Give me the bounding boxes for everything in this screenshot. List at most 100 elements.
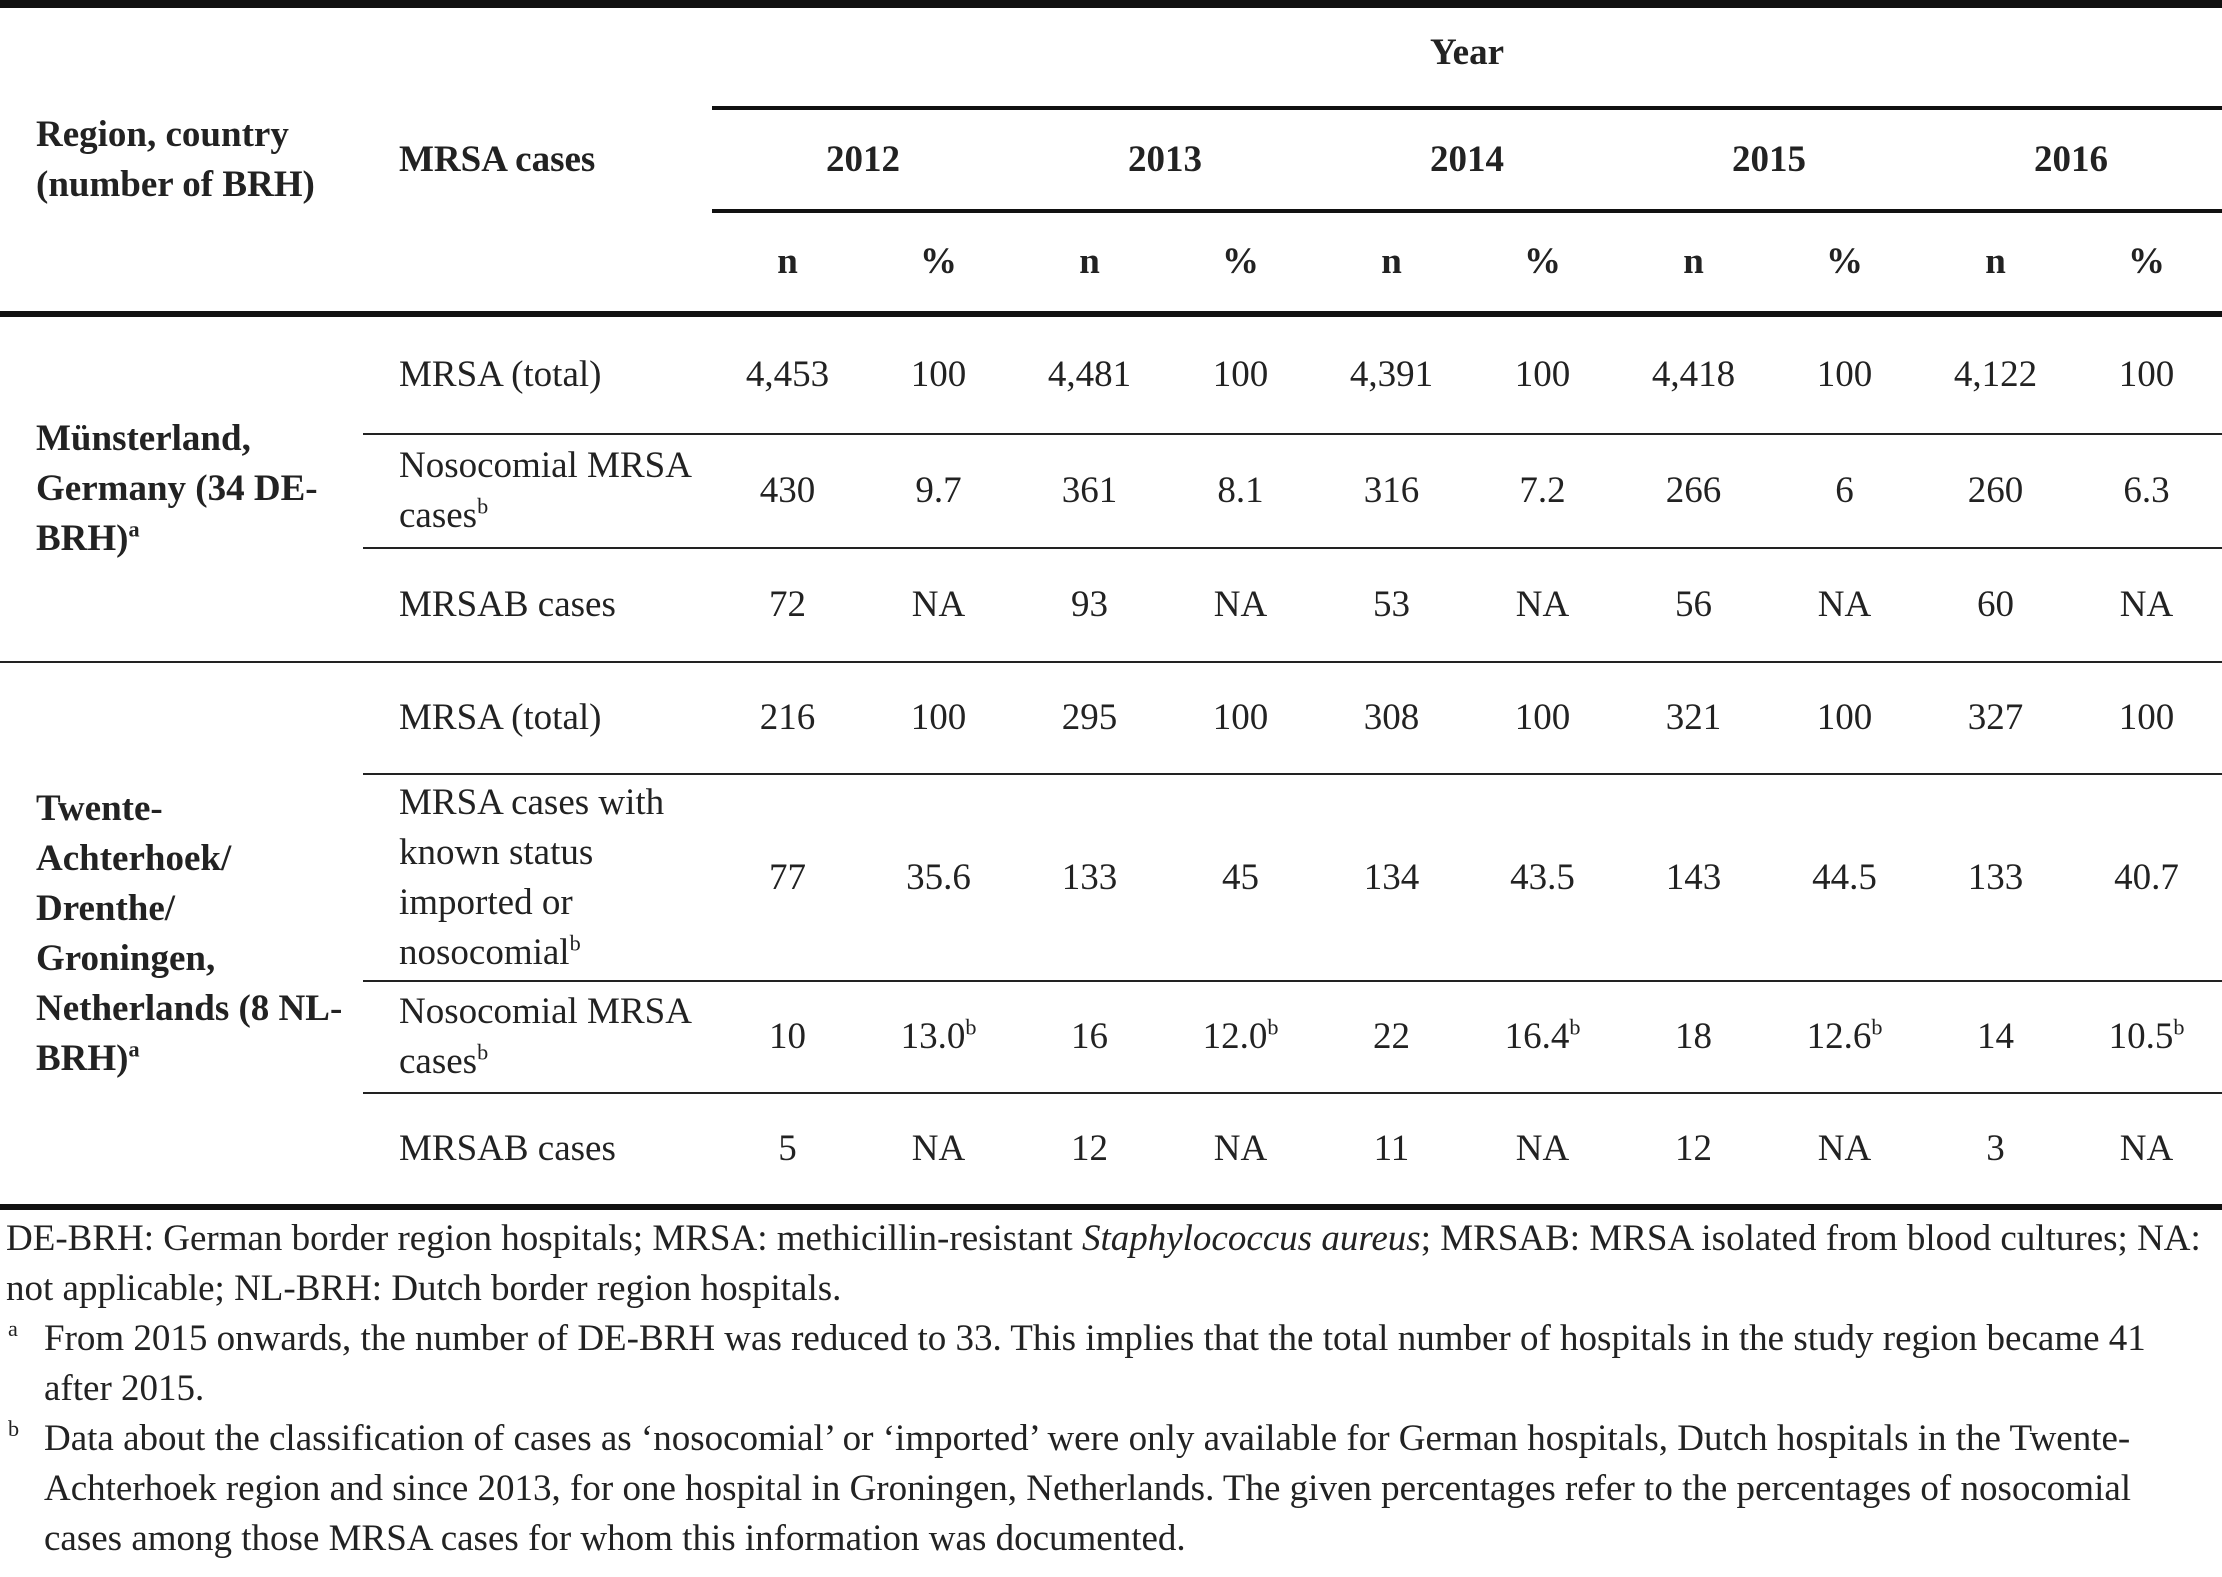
cell: 43.5 bbox=[1467, 774, 1618, 982]
row-label: MRSAB cases bbox=[399, 1128, 616, 1169]
cell: 72 bbox=[712, 548, 863, 663]
cell: 100 bbox=[1467, 662, 1618, 775]
cell: NA bbox=[1165, 548, 1316, 663]
footnote-mark: b bbox=[8, 1416, 20, 1441]
pct-header: % bbox=[2071, 211, 2222, 317]
cell: NA bbox=[911, 1128, 966, 1169]
footnote-mark: b bbox=[477, 493, 489, 519]
row-label: MRSAB cases bbox=[363, 548, 712, 663]
cell: 100 bbox=[2071, 314, 2222, 435]
cell: 6 bbox=[1769, 434, 1920, 549]
cell: 53 bbox=[1316, 548, 1467, 663]
cell: 361 bbox=[1014, 434, 1165, 549]
row-label: Nosocomial MRSA casesb bbox=[363, 981, 712, 1094]
data-row: Twente-Achterhoek/ Drenthe/ Groningen, N… bbox=[0, 662, 2222, 1079]
cell: 13.0b bbox=[863, 981, 1014, 1094]
cell: 16 bbox=[1014, 981, 1165, 1094]
footnote-mark: b bbox=[477, 1039, 489, 1065]
data-row: Nosocomial MRSA casesb 430 9.7 361 8.1 316 7.2… bbox=[0, 434, 2222, 549]
cell: 430 bbox=[712, 434, 863, 549]
footnote: b Data about the classification of cases … bbox=[6, 1414, 2216, 1564]
header-row: 2012 2013 2014 2015 2016 bbox=[0, 108, 2222, 213]
cell: 133 bbox=[1014, 774, 1165, 982]
data-row: MRSAB cases 72 NA 93 NA 53 NA 56 NA 60 NA bbox=[0, 548, 2222, 663]
cell: 295 bbox=[1014, 662, 1165, 775]
cell: 134 bbox=[1316, 774, 1467, 982]
cell: NA bbox=[1817, 1128, 1872, 1169]
footnote-mark: b bbox=[1871, 1014, 1883, 1040]
year-label: 2012 bbox=[712, 108, 1014, 213]
cell: 100 bbox=[1467, 314, 1618, 435]
year-label: 2015 bbox=[1618, 108, 1920, 213]
footnote-mark: b bbox=[965, 1014, 977, 1040]
year-label: 2014 bbox=[1316, 108, 1618, 213]
data-row: Münsterland, Germany (34 DE-BRH)a MRSA (t… bbox=[0, 314, 2222, 663]
cell: NA bbox=[1515, 1128, 1570, 1169]
cell: 3 bbox=[1986, 1128, 2005, 1169]
cell: 100 bbox=[863, 662, 1014, 775]
cell: NA bbox=[2071, 548, 2222, 663]
row-label: MRSA cases with known status imported or… bbox=[363, 774, 712, 982]
n-header: n bbox=[1014, 211, 1165, 317]
cell: NA bbox=[1213, 1128, 1268, 1169]
cell: 260 bbox=[1920, 434, 2071, 549]
cell: 8.1 bbox=[1165, 434, 1316, 549]
cell: 316 bbox=[1316, 434, 1467, 549]
footnotes: DE-BRH: German border region hospitals; … bbox=[6, 1214, 2216, 1564]
cell: 44.5 bbox=[1769, 774, 1920, 982]
pct-header: % bbox=[1467, 211, 1618, 317]
cell: 100 bbox=[863, 314, 1014, 435]
cell: 40.7 bbox=[2071, 774, 2222, 982]
cell: 133 bbox=[1920, 774, 2071, 982]
footnote-text: Data about the classification of cases a… bbox=[44, 1418, 2132, 1559]
cases-header: MRSA cases bbox=[363, 4, 712, 317]
data-row: Nosocomial MRSA casesb 10 13.0b 16 12.0b 22 16… bbox=[0, 981, 2222, 1094]
cell: 12.0b bbox=[1165, 981, 1316, 1094]
abbreviation-text: ; MRSAB: MRSA isolated from blood cultur… bbox=[6, 1218, 2201, 1309]
row-label: MRSA (total) bbox=[363, 662, 712, 775]
footnote-mark: a bbox=[8, 1316, 18, 1341]
cell: 16.4b bbox=[1467, 981, 1618, 1094]
cell: NA bbox=[2119, 1128, 2174, 1169]
row-label: Nosocomial MRSA casesb bbox=[363, 434, 712, 549]
cell: 12 bbox=[1071, 1128, 1108, 1169]
cell: 60 bbox=[1920, 548, 2071, 663]
header-row: n% n% n% n% n% bbox=[0, 211, 2222, 317]
cell: 100 bbox=[1769, 314, 1920, 435]
cell: 100 bbox=[2071, 662, 2222, 775]
cell: 5 bbox=[778, 1128, 797, 1169]
cell: 45 bbox=[1165, 774, 1316, 982]
cell: 77 bbox=[712, 774, 863, 982]
cell: NA bbox=[1467, 548, 1618, 663]
cell: 4,453 bbox=[712, 314, 863, 435]
cell: NA bbox=[863, 548, 1014, 663]
footnote-text: From 2015 onwards, the number of DE-BRH … bbox=[44, 1318, 2146, 1409]
n-header: n bbox=[1618, 211, 1769, 317]
cell: 7.2 bbox=[1467, 434, 1618, 549]
cell: 93 bbox=[1014, 548, 1165, 663]
year-label: 2013 bbox=[1014, 108, 1316, 213]
cell: 100 bbox=[1769, 662, 1920, 775]
abbreviation-text: Staphylococcus aureus bbox=[1081, 1218, 1421, 1259]
cell: 10.5b bbox=[2071, 981, 2222, 1094]
region-cell: Twente-Achterhoek/ Drenthe/ Groningen, N… bbox=[36, 787, 343, 1079]
year-header: Year bbox=[712, 4, 2222, 110]
footnote-mark: b bbox=[1569, 1014, 1581, 1040]
cell: 9.7 bbox=[863, 434, 1014, 549]
cell: 56 bbox=[1618, 548, 1769, 663]
n-header: n bbox=[1920, 211, 2071, 317]
footnote: a From 2015 onwards, the number of DE-BRH… bbox=[6, 1314, 2216, 1414]
region-header: Region, country (number of BRH) bbox=[0, 4, 363, 317]
n-header: n bbox=[1316, 211, 1467, 317]
cell: 4,481 bbox=[1014, 314, 1165, 435]
cell: NA bbox=[1769, 548, 1920, 663]
n-header: n bbox=[712, 211, 863, 317]
cell: 11 bbox=[1373, 1128, 1410, 1169]
footnote-mark: b bbox=[1267, 1014, 1279, 1040]
cell: 12.6b bbox=[1769, 981, 1920, 1094]
year-label: 2016 bbox=[1920, 108, 2222, 213]
row-label: MRSA (total) bbox=[363, 314, 712, 435]
cell: 4,122 bbox=[1920, 314, 2071, 435]
footnote-mark: b bbox=[569, 930, 581, 956]
